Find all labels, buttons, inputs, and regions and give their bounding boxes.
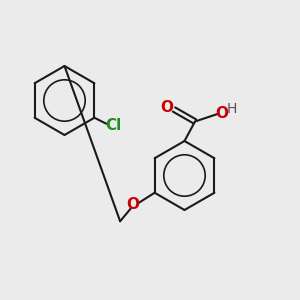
Text: O: O [160,100,173,116]
Text: Cl: Cl [105,118,121,133]
Text: H: H [227,102,237,116]
Text: O: O [126,197,139,212]
Text: O: O [215,106,229,121]
